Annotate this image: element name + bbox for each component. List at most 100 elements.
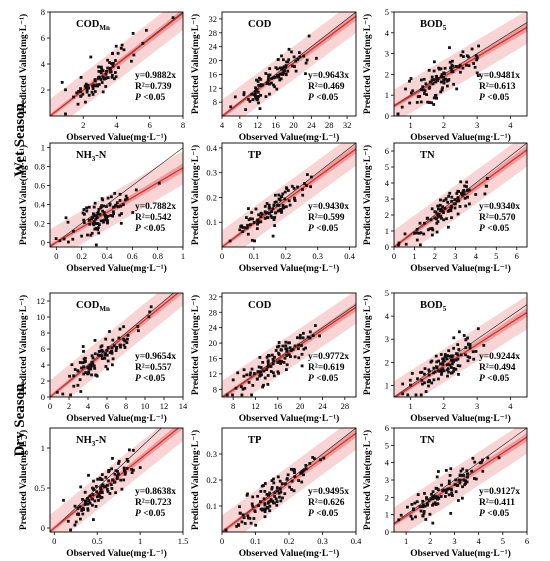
data-point: [108, 202, 112, 206]
data-point: [96, 477, 100, 481]
data-point: [256, 494, 259, 498]
fit-equation: y=0.9481x: [479, 71, 520, 81]
x-tick-label: 4: [114, 120, 119, 130]
data-point: [288, 346, 292, 350]
data-point: [467, 64, 471, 68]
x-tick-label: 0: [220, 536, 224, 546]
y-axis-label: Predicted Value(mg·L⁻¹): [362, 295, 373, 395]
data-point: [272, 374, 276, 378]
panel-title: TN: [420, 435, 435, 446]
data-point: [431, 495, 434, 499]
p-value: P <0.05: [308, 93, 338, 103]
data-point: [231, 393, 234, 397]
data-point: [249, 371, 252, 375]
data-point: [114, 469, 118, 473]
data-point: [104, 77, 108, 80]
data-point: [420, 378, 424, 382]
y-tick-label: 1: [385, 90, 389, 100]
x-tick-label: 4: [508, 120, 513, 130]
data-point: [250, 92, 254, 96]
y-tick-label: 6: [385, 146, 389, 156]
data-point: [255, 98, 259, 102]
data-point: [470, 469, 474, 473]
data-point: [115, 474, 119, 478]
data-point: [252, 221, 256, 224]
x-axis-label: Observed Value(mg·L⁻¹): [239, 548, 340, 559]
data-point: [268, 92, 271, 96]
data-point: [460, 191, 463, 195]
x-tick-label: 14: [179, 401, 188, 411]
x-tick-label: 12: [251, 401, 260, 411]
data-point: [276, 209, 280, 213]
data-point: [294, 69, 298, 73]
data-point: [99, 496, 103, 500]
x-tick-label: 4: [474, 251, 479, 261]
data-point: [456, 364, 460, 367]
data-point: [450, 68, 454, 72]
y-tick-label: 6: [385, 423, 389, 433]
data-point: [464, 482, 467, 485]
data-point: [432, 96, 436, 100]
data-point: [259, 366, 263, 369]
data-point: [239, 224, 243, 228]
data-point: [400, 105, 404, 109]
data-point: [258, 76, 261, 80]
data-point: [228, 239, 232, 243]
data-point: [442, 218, 446, 222]
data-point: [250, 367, 254, 371]
data-point: [82, 365, 86, 369]
data-point: [459, 180, 463, 184]
data-point: [486, 456, 490, 460]
p-value: P <0.05: [479, 93, 509, 103]
data-point: [424, 82, 428, 86]
data-point: [250, 238, 254, 242]
x-tick-label: 4: [477, 536, 482, 546]
x-tick-label: 12: [253, 120, 262, 130]
x-tick-label: 0.3: [317, 536, 328, 546]
data-point: [233, 95, 237, 99]
y-tick-label: 16: [209, 353, 218, 363]
fit-equation: y=0.9654x: [135, 352, 176, 362]
data-point: [439, 495, 443, 498]
data-point: [293, 197, 296, 201]
data-point: [64, 112, 67, 116]
data-point: [114, 491, 117, 495]
data-point: [465, 185, 468, 188]
data-point: [297, 347, 300, 351]
data-point: [145, 28, 148, 32]
data-point: [439, 75, 443, 79]
data-point: [432, 78, 436, 81]
data-point: [293, 471, 296, 474]
data-point: [96, 210, 100, 214]
y-tick-label: 28: [209, 307, 218, 317]
data-point: [461, 496, 464, 500]
data-point: [284, 344, 288, 348]
data-point: [87, 86, 90, 90]
data-point: [403, 232, 407, 236]
data-point: [98, 494, 102, 498]
data-point: [455, 192, 459, 195]
data-point: [91, 84, 94, 88]
data-point: [62, 498, 65, 502]
data-point: [252, 372, 256, 375]
data-point: [116, 477, 119, 480]
x-tick-label: 2: [442, 120, 446, 130]
data-point: [445, 368, 449, 372]
data-point: [464, 338, 468, 342]
data-point: [433, 370, 437, 374]
data-point: [273, 224, 276, 227]
data-point: [240, 393, 244, 397]
data-point: [105, 349, 109, 352]
data-point: [311, 456, 315, 459]
data-point: [406, 393, 410, 397]
data-point: [300, 470, 304, 473]
data-point: [464, 479, 467, 483]
data-point: [466, 472, 470, 476]
data-point: [263, 217, 267, 220]
data-point: [84, 100, 87, 104]
data-point: [434, 94, 437, 97]
data-point: [125, 457, 129, 461]
data-point: [419, 88, 423, 91]
data-point: [83, 84, 87, 88]
